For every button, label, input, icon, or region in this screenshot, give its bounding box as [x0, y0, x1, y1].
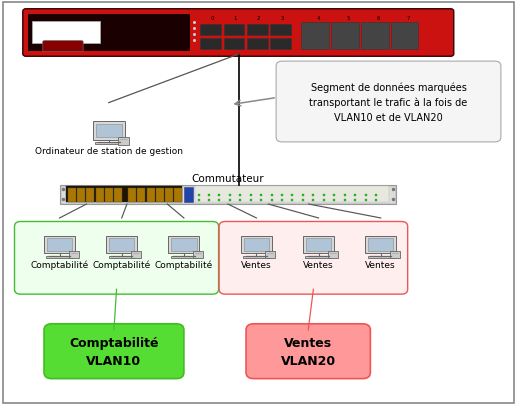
FancyBboxPatch shape	[265, 252, 276, 259]
Text: Comptabilité: Comptabilité	[31, 260, 89, 269]
FancyBboxPatch shape	[44, 324, 184, 379]
FancyBboxPatch shape	[15, 222, 219, 294]
FancyBboxPatch shape	[68, 188, 76, 202]
FancyBboxPatch shape	[44, 236, 75, 254]
FancyBboxPatch shape	[301, 23, 329, 49]
Text: 7: 7	[407, 16, 410, 21]
FancyBboxPatch shape	[43, 42, 83, 53]
Text: Ordinateur de station de gestion: Ordinateur de station de gestion	[35, 147, 183, 156]
Text: 2: 2	[257, 16, 261, 21]
FancyBboxPatch shape	[95, 124, 122, 138]
FancyBboxPatch shape	[87, 188, 94, 202]
FancyBboxPatch shape	[303, 236, 334, 254]
Text: 0: 0	[210, 16, 214, 21]
FancyBboxPatch shape	[246, 324, 370, 379]
FancyBboxPatch shape	[174, 188, 182, 202]
Text: Ventes
VLAN20: Ventes VLAN20	[281, 336, 336, 367]
FancyBboxPatch shape	[224, 25, 244, 36]
FancyBboxPatch shape	[390, 252, 400, 259]
FancyBboxPatch shape	[156, 188, 164, 202]
Text: 3: 3	[280, 16, 284, 21]
Text: 6: 6	[377, 16, 380, 21]
FancyBboxPatch shape	[93, 122, 125, 140]
FancyBboxPatch shape	[118, 138, 128, 145]
FancyBboxPatch shape	[365, 236, 396, 254]
FancyBboxPatch shape	[168, 236, 199, 254]
FancyBboxPatch shape	[171, 239, 197, 252]
FancyBboxPatch shape	[391, 23, 419, 49]
FancyBboxPatch shape	[147, 188, 155, 202]
FancyBboxPatch shape	[137, 188, 146, 202]
FancyBboxPatch shape	[241, 236, 272, 254]
Text: 5: 5	[347, 16, 350, 21]
FancyBboxPatch shape	[47, 256, 73, 258]
FancyBboxPatch shape	[243, 239, 269, 252]
FancyBboxPatch shape	[368, 239, 394, 252]
Text: Ventes: Ventes	[365, 260, 396, 269]
FancyBboxPatch shape	[60, 185, 396, 205]
FancyBboxPatch shape	[247, 38, 268, 49]
FancyBboxPatch shape	[247, 25, 268, 36]
FancyBboxPatch shape	[219, 222, 408, 294]
Text: Commutateur: Commutateur	[192, 173, 264, 183]
FancyBboxPatch shape	[77, 188, 85, 202]
FancyBboxPatch shape	[106, 236, 137, 254]
Text: Comptabilité: Comptabilité	[93, 260, 151, 269]
FancyBboxPatch shape	[306, 256, 332, 258]
FancyBboxPatch shape	[276, 62, 501, 143]
FancyBboxPatch shape	[193, 252, 203, 259]
FancyBboxPatch shape	[114, 188, 122, 202]
FancyBboxPatch shape	[200, 25, 221, 36]
FancyBboxPatch shape	[184, 188, 193, 202]
FancyBboxPatch shape	[68, 252, 79, 259]
Text: Comptabilité: Comptabilité	[155, 260, 213, 269]
FancyBboxPatch shape	[109, 256, 135, 258]
Text: 1: 1	[234, 16, 237, 21]
FancyBboxPatch shape	[270, 25, 291, 36]
FancyBboxPatch shape	[66, 187, 182, 203]
FancyBboxPatch shape	[171, 256, 197, 258]
FancyBboxPatch shape	[95, 143, 122, 145]
FancyBboxPatch shape	[327, 252, 338, 259]
Text: Ventes: Ventes	[303, 260, 334, 269]
FancyBboxPatch shape	[306, 239, 332, 252]
FancyBboxPatch shape	[23, 10, 454, 57]
Text: Segment de données marquées
transportant le trafic à la fois de
VLAN10 et de VLA: Segment de données marquées transportant…	[309, 82, 468, 123]
Text: 4: 4	[317, 16, 321, 21]
FancyBboxPatch shape	[224, 38, 244, 49]
FancyBboxPatch shape	[270, 38, 291, 49]
FancyBboxPatch shape	[105, 188, 113, 202]
FancyBboxPatch shape	[32, 22, 100, 44]
Text: Ventes: Ventes	[241, 260, 272, 269]
FancyBboxPatch shape	[28, 15, 190, 51]
FancyBboxPatch shape	[131, 252, 141, 259]
FancyBboxPatch shape	[243, 256, 269, 258]
FancyBboxPatch shape	[165, 188, 173, 202]
FancyBboxPatch shape	[200, 38, 221, 49]
FancyBboxPatch shape	[109, 239, 135, 252]
FancyBboxPatch shape	[331, 23, 359, 49]
FancyBboxPatch shape	[96, 188, 104, 202]
FancyBboxPatch shape	[368, 256, 394, 258]
FancyBboxPatch shape	[47, 239, 73, 252]
FancyBboxPatch shape	[361, 23, 388, 49]
FancyBboxPatch shape	[195, 187, 388, 203]
FancyBboxPatch shape	[128, 188, 136, 202]
Text: Comptabilité
VLAN10: Comptabilité VLAN10	[69, 336, 159, 367]
